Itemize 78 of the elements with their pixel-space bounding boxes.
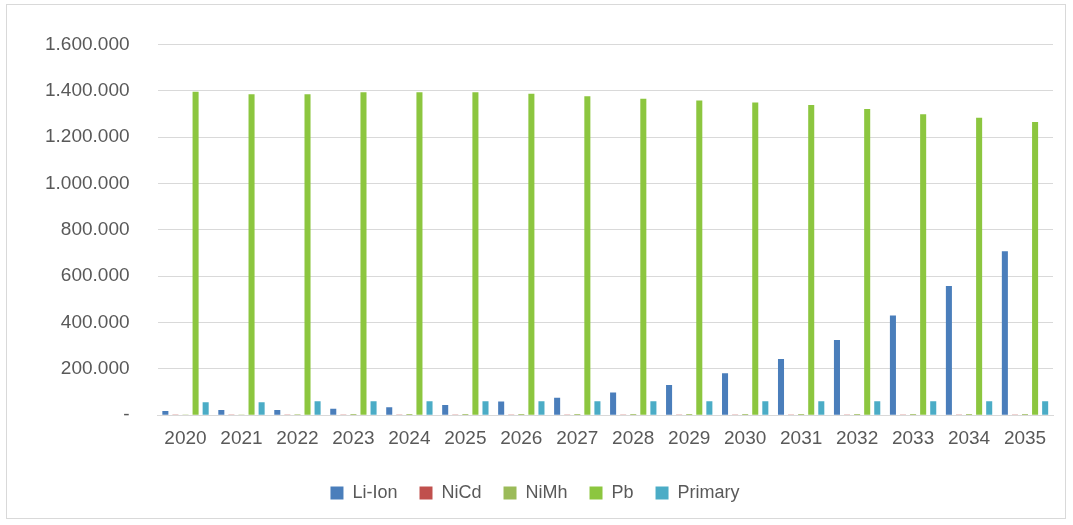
bar: [528, 93, 535, 415]
bar: [584, 96, 591, 415]
x-tick-label: 2020: [164, 426, 207, 448]
x-tick-label: 2024: [388, 426, 431, 448]
bar: [218, 410, 225, 415]
y-tick-label: 200.000: [60, 357, 130, 379]
x-tick-label: 2034: [947, 426, 991, 448]
x-tick-label: 2023: [332, 426, 375, 448]
bar: [330, 408, 337, 415]
bar: [666, 385, 673, 415]
y-tick-label: -: [123, 403, 130, 425]
legend-label: NiCd: [441, 481, 482, 502]
bar: [442, 405, 449, 415]
legend-label: Pb: [611, 481, 634, 502]
x-tick-label: 2026: [500, 426, 543, 448]
bar: [1042, 401, 1049, 415]
bar: [274, 410, 281, 415]
bar: [594, 401, 601, 415]
bar: [889, 315, 896, 415]
x-tick-label: 2025: [444, 426, 487, 448]
bar: [314, 401, 321, 415]
bar: [202, 402, 209, 415]
x-tick-label: 2029: [668, 426, 711, 448]
bar: [472, 92, 479, 415]
bar: [610, 392, 617, 415]
bar: [554, 397, 561, 415]
bar: [976, 117, 983, 415]
bar: [426, 401, 433, 415]
x-tick-label: 2032: [835, 426, 879, 448]
x-tick-label: 2035: [1003, 426, 1047, 448]
y-tick-label: 800.000: [60, 218, 130, 240]
bar: [696, 100, 703, 415]
bar: [945, 285, 952, 415]
bar: [370, 401, 377, 415]
x-tick-label: 2028: [612, 426, 655, 448]
bar: [304, 94, 311, 415]
bar: [833, 340, 840, 415]
bar: [762, 401, 769, 415]
x-tick-label: 2031: [780, 426, 823, 448]
bar: [706, 401, 713, 415]
bar: [752, 102, 759, 415]
x-tick-label: 2021: [220, 426, 263, 448]
bar: [162, 411, 169, 415]
x-tick-label: 2022: [276, 426, 319, 448]
bar: [808, 104, 815, 415]
bar: [930, 401, 937, 415]
bar: [722, 373, 729, 415]
bar: [360, 92, 367, 415]
bar: [416, 92, 423, 415]
bar: [650, 401, 657, 415]
bar: [864, 109, 871, 415]
bar: [640, 98, 647, 415]
legend-label: Primary: [677, 481, 740, 502]
y-tick-label: 1.000.000: [44, 171, 130, 193]
y-tick-label: 1.600.000: [44, 32, 130, 54]
legend-label: NiMh: [525, 481, 568, 502]
bar: [920, 114, 927, 415]
bar: [498, 401, 505, 415]
legend-label: Li-Ion: [352, 481, 398, 502]
bar: [192, 91, 199, 415]
x-tick-label: 2027: [556, 426, 599, 448]
bar: [258, 402, 265, 415]
x-tick-label: 2030: [724, 426, 767, 448]
bar: [818, 401, 825, 415]
bar: [986, 401, 993, 415]
bar: [777, 359, 785, 415]
y-tick-label: 1.400.000: [44, 78, 130, 100]
y-tick-label: 1.200.000: [44, 125, 130, 147]
y-tick-label: 600.000: [60, 264, 130, 286]
bar: [1001, 251, 1008, 415]
bar: [482, 401, 489, 415]
bar: [248, 94, 255, 415]
bar: [386, 407, 393, 415]
bar: [538, 401, 545, 415]
x-tick-label: 2033: [891, 426, 935, 448]
bar: [874, 401, 881, 415]
bar: [1032, 122, 1039, 415]
y-tick-label: 400.000: [60, 310, 130, 332]
